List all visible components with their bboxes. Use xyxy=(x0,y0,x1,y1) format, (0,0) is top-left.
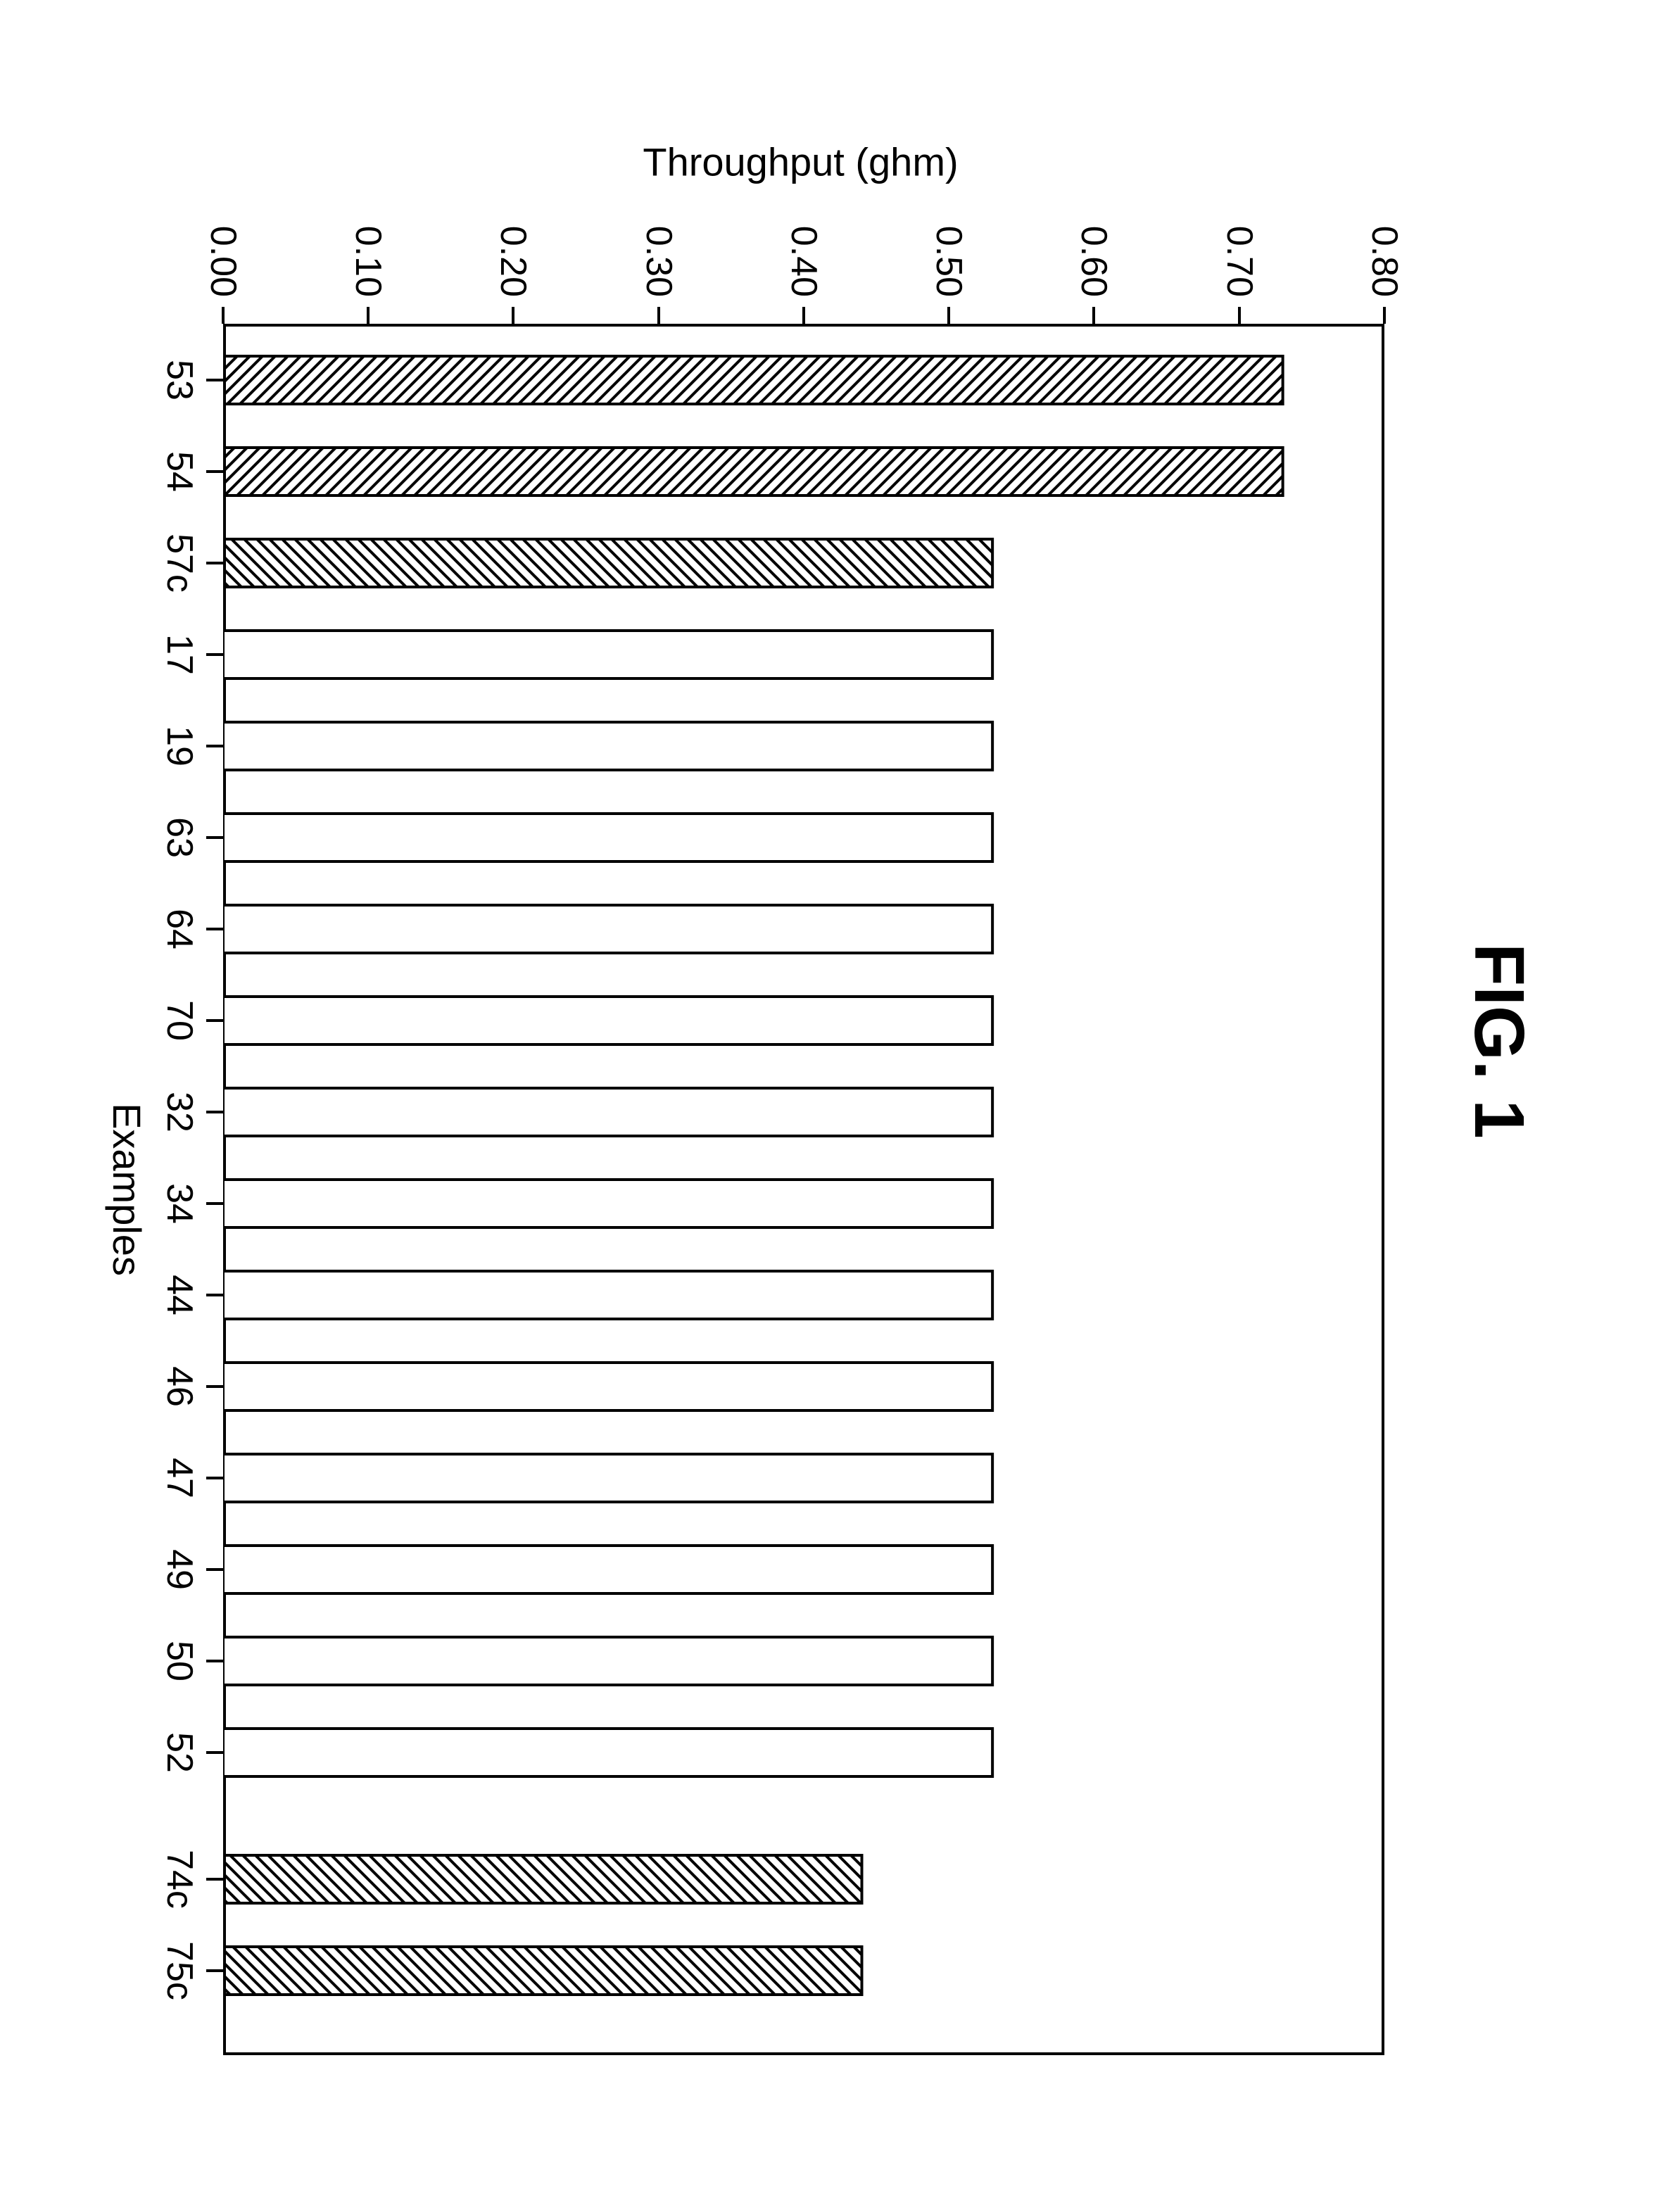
bar xyxy=(223,1855,862,1903)
x-tick-label: 47 xyxy=(158,1458,201,1498)
bar xyxy=(223,1546,992,1593)
y-tick xyxy=(1093,307,1096,324)
x-axis-label: Examples xyxy=(104,324,150,2055)
bar xyxy=(223,448,1283,495)
x-tick xyxy=(206,1477,223,1479)
x-tick xyxy=(206,1878,223,1881)
x-tick xyxy=(206,745,223,747)
y-tick xyxy=(802,307,805,324)
bar xyxy=(223,1637,992,1685)
bar xyxy=(223,814,992,861)
x-tick xyxy=(206,1294,223,1296)
bar xyxy=(223,631,992,678)
x-tick-label: 44 xyxy=(158,1275,201,1315)
bar xyxy=(223,1180,992,1227)
bars-layer xyxy=(223,324,1384,2055)
y-tick xyxy=(222,307,225,324)
y-tick xyxy=(512,307,515,324)
bar xyxy=(223,722,992,770)
x-tick xyxy=(206,1111,223,1113)
x-tick-label: 46 xyxy=(158,1366,201,1407)
x-tick xyxy=(206,1969,223,1972)
bar xyxy=(223,997,992,1044)
x-tick-label: 63 xyxy=(158,817,201,858)
x-tick-label: 74c xyxy=(158,1850,201,1909)
bar xyxy=(223,1729,992,1776)
x-tick xyxy=(206,1385,223,1388)
x-tick xyxy=(206,470,223,473)
y-tick xyxy=(1383,307,1386,324)
x-tick xyxy=(206,1660,223,1662)
y-tick xyxy=(947,307,950,324)
x-tick-label: 53 xyxy=(158,360,201,400)
y-tick-label: 0.80 xyxy=(1363,226,1406,297)
y-tick xyxy=(1238,307,1241,324)
x-tick xyxy=(206,1019,223,1022)
x-tick xyxy=(206,1568,223,1571)
x-tick-label: 19 xyxy=(158,726,201,766)
x-tick-label: 75c xyxy=(158,1941,201,2000)
x-tick-label: 52 xyxy=(158,1732,201,1773)
y-axis-label: Throughput (ghm) xyxy=(220,139,1382,185)
x-tick-label: 50 xyxy=(158,1641,201,1681)
x-tick-label: 17 xyxy=(158,634,201,675)
x-tick-label: 49 xyxy=(158,1549,201,1590)
bar xyxy=(223,905,992,953)
x-tick xyxy=(206,562,223,564)
x-tick-label: 54 xyxy=(158,451,201,492)
x-tick-label: 64 xyxy=(158,909,201,949)
x-tick xyxy=(206,653,223,656)
x-tick xyxy=(206,1202,223,1205)
x-tick xyxy=(206,836,223,839)
bar xyxy=(223,1947,862,1995)
figure-title: FIG. 1 xyxy=(1458,943,1539,1139)
y-tick xyxy=(367,307,370,324)
x-tick xyxy=(206,1751,223,1754)
y-tick-label: 0.00 xyxy=(202,226,244,297)
x-tick-label: 34 xyxy=(158,1183,201,1224)
bar xyxy=(223,356,1283,404)
y-tick-label: 0.70 xyxy=(1218,226,1261,297)
y-tick-label: 0.10 xyxy=(347,226,389,297)
bar xyxy=(223,1271,992,1319)
x-tick-label: 70 xyxy=(158,1000,201,1041)
x-tick xyxy=(206,928,223,930)
bar xyxy=(223,1088,992,1136)
x-tick-label: 57c xyxy=(158,533,201,593)
x-tick xyxy=(206,379,223,381)
x-tick-label: 32 xyxy=(158,1092,201,1132)
y-tick-label: 0.20 xyxy=(493,226,535,297)
bar xyxy=(223,1454,992,1502)
y-tick-label: 0.50 xyxy=(928,226,970,297)
bar xyxy=(223,539,992,587)
bar xyxy=(223,1363,992,1410)
y-tick-label: 0.60 xyxy=(1073,226,1116,297)
y-tick-label: 0.30 xyxy=(638,226,680,297)
y-tick xyxy=(657,307,660,324)
y-tick-label: 0.40 xyxy=(783,226,825,297)
